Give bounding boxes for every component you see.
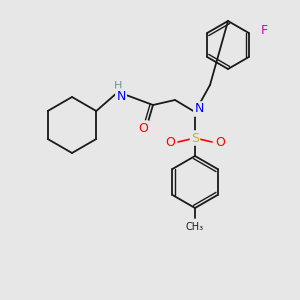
Text: O: O — [138, 122, 148, 134]
Text: N: N — [194, 103, 204, 116]
Text: O: O — [165, 136, 175, 148]
Text: F: F — [261, 25, 268, 38]
Text: O: O — [215, 136, 225, 148]
Text: S: S — [191, 131, 199, 145]
Text: N: N — [116, 89, 126, 103]
Text: CH₃: CH₃ — [186, 222, 204, 232]
Text: H: H — [114, 81, 122, 91]
